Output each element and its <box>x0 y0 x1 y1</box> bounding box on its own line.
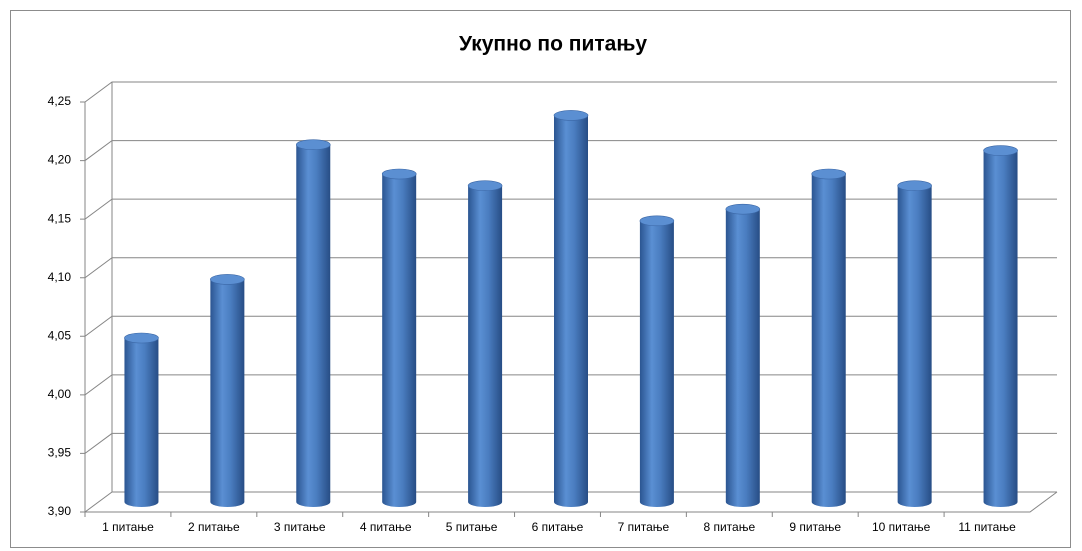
bar <box>554 115 588 507</box>
bar <box>210 279 245 507</box>
bar <box>811 174 846 507</box>
bar <box>725 209 760 507</box>
x-tick-label: 4 питање <box>360 520 412 534</box>
bar-cap <box>124 332 159 344</box>
y-tick-label: 4,20 <box>48 153 72 167</box>
chart-title: Укупно по питању <box>459 33 647 56</box>
y-tick-label: 3,95 <box>48 446 72 460</box>
x-tick-label: 6 питање <box>532 520 584 534</box>
bar-cap <box>983 145 1018 156</box>
bar-cap <box>811 168 847 180</box>
chart-frame <box>10 10 1071 548</box>
y-tick-label: 3,90 <box>48 504 72 518</box>
bar <box>468 185 503 507</box>
bar-cap <box>381 168 417 180</box>
bar-cap <box>897 180 932 192</box>
y-tick-label: 4,10 <box>48 270 72 284</box>
x-tick-label: 2 питање <box>188 520 240 534</box>
x-tick-label: 7 питање <box>618 520 670 534</box>
bar <box>639 220 674 507</box>
y-tick-label: 4,25 <box>48 94 72 108</box>
bar-cap <box>553 110 589 121</box>
y-tick-label: 4,00 <box>48 387 72 401</box>
floor-edge <box>85 491 1058 513</box>
bar <box>124 338 159 507</box>
bar <box>382 174 417 507</box>
bar-cap <box>295 139 331 151</box>
x-tick-label: 3 питање <box>274 520 326 534</box>
x-tick-label: 11 питање <box>958 520 1016 534</box>
bar-cap <box>467 180 503 192</box>
grid-line <box>80 81 1057 103</box>
bar <box>296 144 331 507</box>
y-tick-label: 4,15 <box>48 211 72 225</box>
x-tick-label: 10 питање <box>872 520 931 534</box>
bar-cap <box>639 215 675 227</box>
bar <box>983 150 1018 508</box>
bar-cap <box>210 274 245 285</box>
x-tick-label: 8 питање <box>703 520 755 534</box>
x-tick-label: 9 питање <box>789 520 841 534</box>
x-tick-label: 5 питање <box>446 520 498 534</box>
y-tick-label: 4,05 <box>48 328 72 342</box>
bar-cap <box>725 203 761 215</box>
bar <box>897 185 932 507</box>
x-tick-label: 1 питање <box>102 520 154 534</box>
